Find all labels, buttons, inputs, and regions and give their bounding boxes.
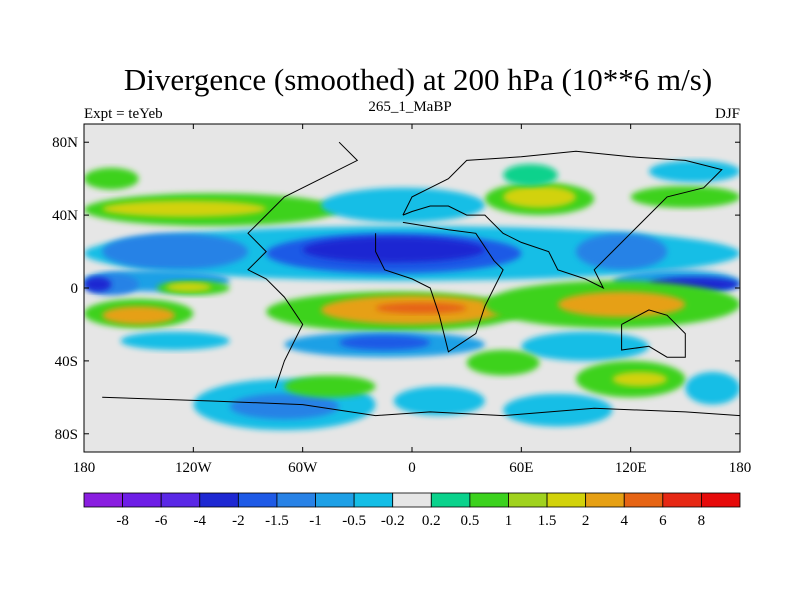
field-region-arctic-green-a <box>84 167 139 190</box>
colorbar-box <box>585 492 625 508</box>
x-tick-label: 120W <box>175 460 213 476</box>
field-region-sh-green-b-yellow <box>612 371 668 387</box>
x-tick-label: 60E <box>509 460 533 476</box>
chart-right-label: DJF <box>715 106 740 122</box>
colorbar-label: -1 <box>309 513 322 529</box>
field-region-sh-orange-asia-core <box>557 291 686 318</box>
colorbar-box <box>430 492 471 508</box>
colorbar-box <box>353 492 394 508</box>
coastline-3 <box>402 150 723 290</box>
colorbar-label: 8 <box>698 513 706 529</box>
colorbar-box <box>392 492 432 508</box>
y-axis: 80N 40N 0 40S 80S <box>52 135 740 443</box>
y-tick-label: 0 <box>71 281 79 297</box>
colorbar-label: 0.5 <box>461 513 480 529</box>
field-region-sh-cyan-c <box>521 331 649 361</box>
colorbar-label: -2 <box>232 513 245 529</box>
field-region-sh-green-south-a <box>284 375 376 398</box>
y-tick-label: 40S <box>55 354 78 370</box>
field-region-sh-red-spot <box>375 302 467 314</box>
coastlines <box>102 141 740 417</box>
x-axis: 180 120W 60W 0 60E 120E 180 <box>73 124 752 476</box>
colorbar-label: 6 <box>659 513 667 529</box>
field-region-sh-cyan-south-b <box>393 386 485 416</box>
colorbar-label: -0.5 <box>342 513 366 529</box>
colorbar-box <box>623 492 664 508</box>
x-tick-label: 60W <box>288 460 318 476</box>
field-region-band-40n-yellow <box>102 200 267 217</box>
y-tick-label: 80S <box>55 427 78 443</box>
coastline-0 <box>102 396 740 417</box>
colorbar-label: -1.5 <box>265 513 289 529</box>
colorbar-box <box>701 492 741 508</box>
colorbar-label: -8 <box>116 513 129 529</box>
field-region-sh-cyan-south-d <box>685 371 740 405</box>
x-tick-label: 120E <box>615 460 647 476</box>
field-region-sh-cyan-south-c <box>503 393 613 427</box>
colorbar-box <box>237 492 278 508</box>
chart-subtitle: 265_1_MaBP <box>368 99 451 115</box>
y-tick-label: 40N <box>52 208 78 224</box>
colorbar-box <box>160 492 201 508</box>
x-tick-label: 0 <box>408 460 416 476</box>
field-region-sh-green-a <box>466 349 540 376</box>
x-tick-label: 180 <box>73 460 96 476</box>
plot-area <box>84 124 740 452</box>
field-region-band-40n-yellow-asia <box>503 185 576 208</box>
colorbar-box <box>276 492 316 508</box>
colorbar-box <box>122 492 162 508</box>
field-region-band-40n-green-npac <box>630 185 740 208</box>
colorbar-label: 0.2 <box>422 513 441 529</box>
coastline-4 <box>621 309 686 358</box>
colorbar-box <box>508 492 548 508</box>
x-tick-label: 180 <box>729 460 752 476</box>
chart-title: Divergence (smoothed) at 200 hPa (10**6 … <box>124 62 712 97</box>
field-region-sh-orange-band-core <box>102 306 176 325</box>
field-region-arctic-cyan <box>648 160 740 183</box>
colorbar-box <box>199 492 239 508</box>
colorbar-box <box>469 492 509 508</box>
colorbar-label: 4 <box>620 513 628 529</box>
colorbar-label: 1 <box>505 513 513 529</box>
colorbar-box <box>546 492 587 508</box>
field-region-tropic-n-blue-c <box>576 233 668 270</box>
colorbar-box <box>662 492 702 508</box>
field-region-arctic-green-b <box>503 164 558 186</box>
field-regions <box>84 160 740 431</box>
chart-left-label: Expt = teYeb <box>84 106 163 122</box>
field-region-tropic-n-darkblue <box>302 236 485 263</box>
colorbar-box <box>83 492 123 508</box>
field-region-tropic-n-darkblue-pacific <box>84 277 112 292</box>
field-region-itcz-yellow <box>166 282 212 292</box>
field-region-band-40n-cyan-atlantic <box>320 187 485 223</box>
field-region-sh-cyan-a <box>120 331 230 350</box>
y-tick-label: 80N <box>52 135 78 151</box>
field-region-sh-blue-south-a <box>229 393 340 420</box>
colorbar-label: -0.2 <box>381 513 405 529</box>
colorbar: -8 -6 -4 -2 -1.5 -1 -0.5 -0.2 0.2 0.5 1 1.5 2 4 6 8 <box>83 492 741 529</box>
coastline-1 <box>247 141 359 389</box>
coastline-2 <box>375 221 504 353</box>
field-region-sh-blue-b <box>339 335 431 350</box>
colorbar-box <box>315 492 355 508</box>
colorbar-label: 1.5 <box>538 513 557 529</box>
colorbar-label: -4 <box>194 513 207 529</box>
colorbar-label: -6 <box>155 513 168 529</box>
field-region-tropic-n-blue-a <box>102 233 248 270</box>
colorbar-label: 2 <box>582 513 590 529</box>
